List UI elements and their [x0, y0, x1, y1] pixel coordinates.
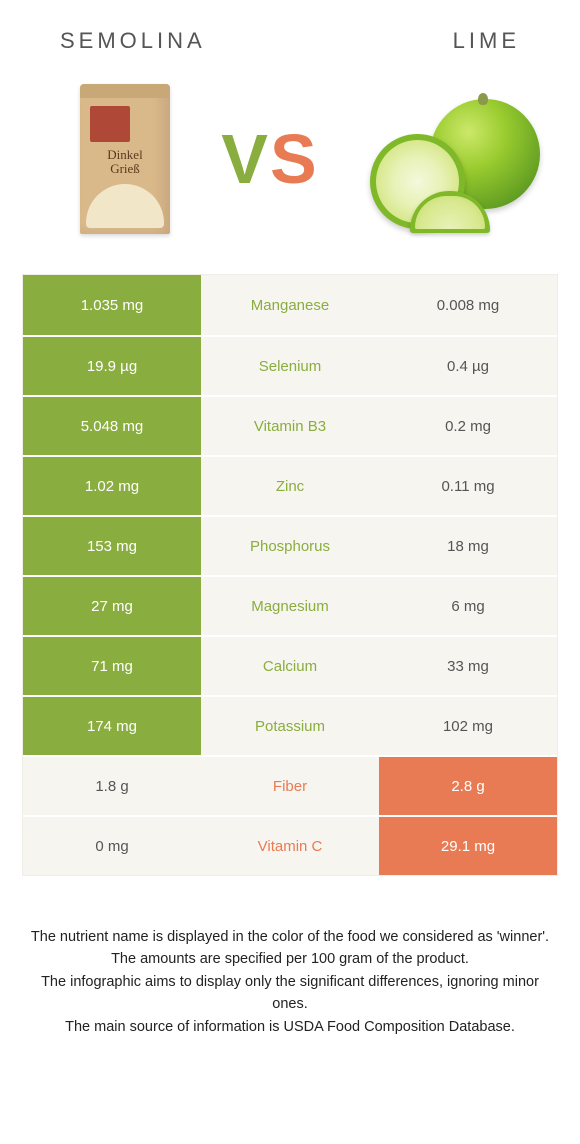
right-value: 0.4 µg: [379, 337, 557, 395]
left-value: 1.02 mg: [23, 457, 201, 515]
package-window: [86, 184, 164, 228]
nutrient-name: Vitamin B3: [201, 397, 379, 455]
package-text: Dinkel Grieß: [80, 148, 170, 177]
right-value: 6 mg: [379, 577, 557, 635]
table-row: 1.035 mgManganese0.008 mg: [23, 275, 557, 335]
table-row: 71 mgCalcium33 mg: [23, 635, 557, 695]
nutrient-name: Vitamin C: [201, 817, 379, 875]
nutrient-name: Potassium: [201, 697, 379, 755]
left-value: 5.048 mg: [23, 397, 201, 455]
right-value: 29.1 mg: [379, 817, 557, 875]
right-value: 33 mg: [379, 637, 557, 695]
header-row: SEMOLINA LIME: [0, 0, 580, 54]
vs-s-letter: S: [270, 120, 319, 198]
nutrient-name: Fiber: [201, 757, 379, 815]
nutrient-name: Calcium: [201, 637, 379, 695]
header-left-title: SEMOLINA: [60, 28, 206, 54]
nutrient-name: Phosphorus: [201, 517, 379, 575]
left-value: 174 mg: [23, 697, 201, 755]
footer-line-1: The nutrient name is displayed in the co…: [30, 926, 550, 948]
left-value: 1.8 g: [23, 757, 201, 815]
footer-line-2: The amounts are specified per 100 gram o…: [30, 948, 550, 970]
nutrient-name: Zinc: [201, 457, 379, 515]
right-value: 0.008 mg: [379, 275, 557, 335]
vs-label: VS: [221, 119, 318, 199]
left-value: 71 mg: [23, 637, 201, 695]
right-value: 2.8 g: [379, 757, 557, 815]
right-value: 102 mg: [379, 697, 557, 755]
comparison-table: 1.035 mgManganese0.008 mg19.9 µgSelenium…: [22, 274, 558, 876]
table-row: 1.02 mgZinc0.11 mg: [23, 455, 557, 515]
left-value: 153 mg: [23, 517, 201, 575]
table-row: 174 mgPotassium102 mg: [23, 695, 557, 755]
footer-line-4: The main source of information is USDA F…: [30, 1016, 550, 1038]
footer-line-3: The infographic aims to display only the…: [30, 971, 550, 1016]
table-row: 1.8 gFiber2.8 g: [23, 755, 557, 815]
table-row: 0 mgVitamin C29.1 mg: [23, 815, 557, 875]
package-text-line1: Dinkel: [107, 147, 142, 162]
package-text-line2: Grieß: [110, 161, 140, 176]
table-row: 153 mgPhosphorus18 mg: [23, 515, 557, 575]
header-right-title: LIME: [453, 28, 520, 54]
right-value: 0.2 mg: [379, 397, 557, 455]
vs-v-letter: V: [221, 120, 270, 198]
left-value: 0 mg: [23, 817, 201, 875]
right-value: 0.11 mg: [379, 457, 557, 515]
footer-notes: The nutrient name is displayed in the co…: [0, 876, 580, 1038]
package-red-label: [90, 106, 130, 142]
nutrient-name: Manganese: [201, 275, 379, 335]
semolina-image: Dinkel Grieß: [80, 84, 170, 234]
images-row: Dinkel Grieß VS: [0, 54, 580, 274]
left-value: 19.9 µg: [23, 337, 201, 395]
table-row: 19.9 µgSelenium0.4 µg: [23, 335, 557, 395]
table-row: 27 mgMagnesium6 mg: [23, 575, 557, 635]
lime-image: [370, 89, 540, 229]
left-value: 1.035 mg: [23, 275, 201, 335]
right-value: 18 mg: [379, 517, 557, 575]
table-row: 5.048 mgVitamin B30.2 mg: [23, 395, 557, 455]
nutrient-name: Magnesium: [201, 577, 379, 635]
left-value: 27 mg: [23, 577, 201, 635]
nutrient-name: Selenium: [201, 337, 379, 395]
